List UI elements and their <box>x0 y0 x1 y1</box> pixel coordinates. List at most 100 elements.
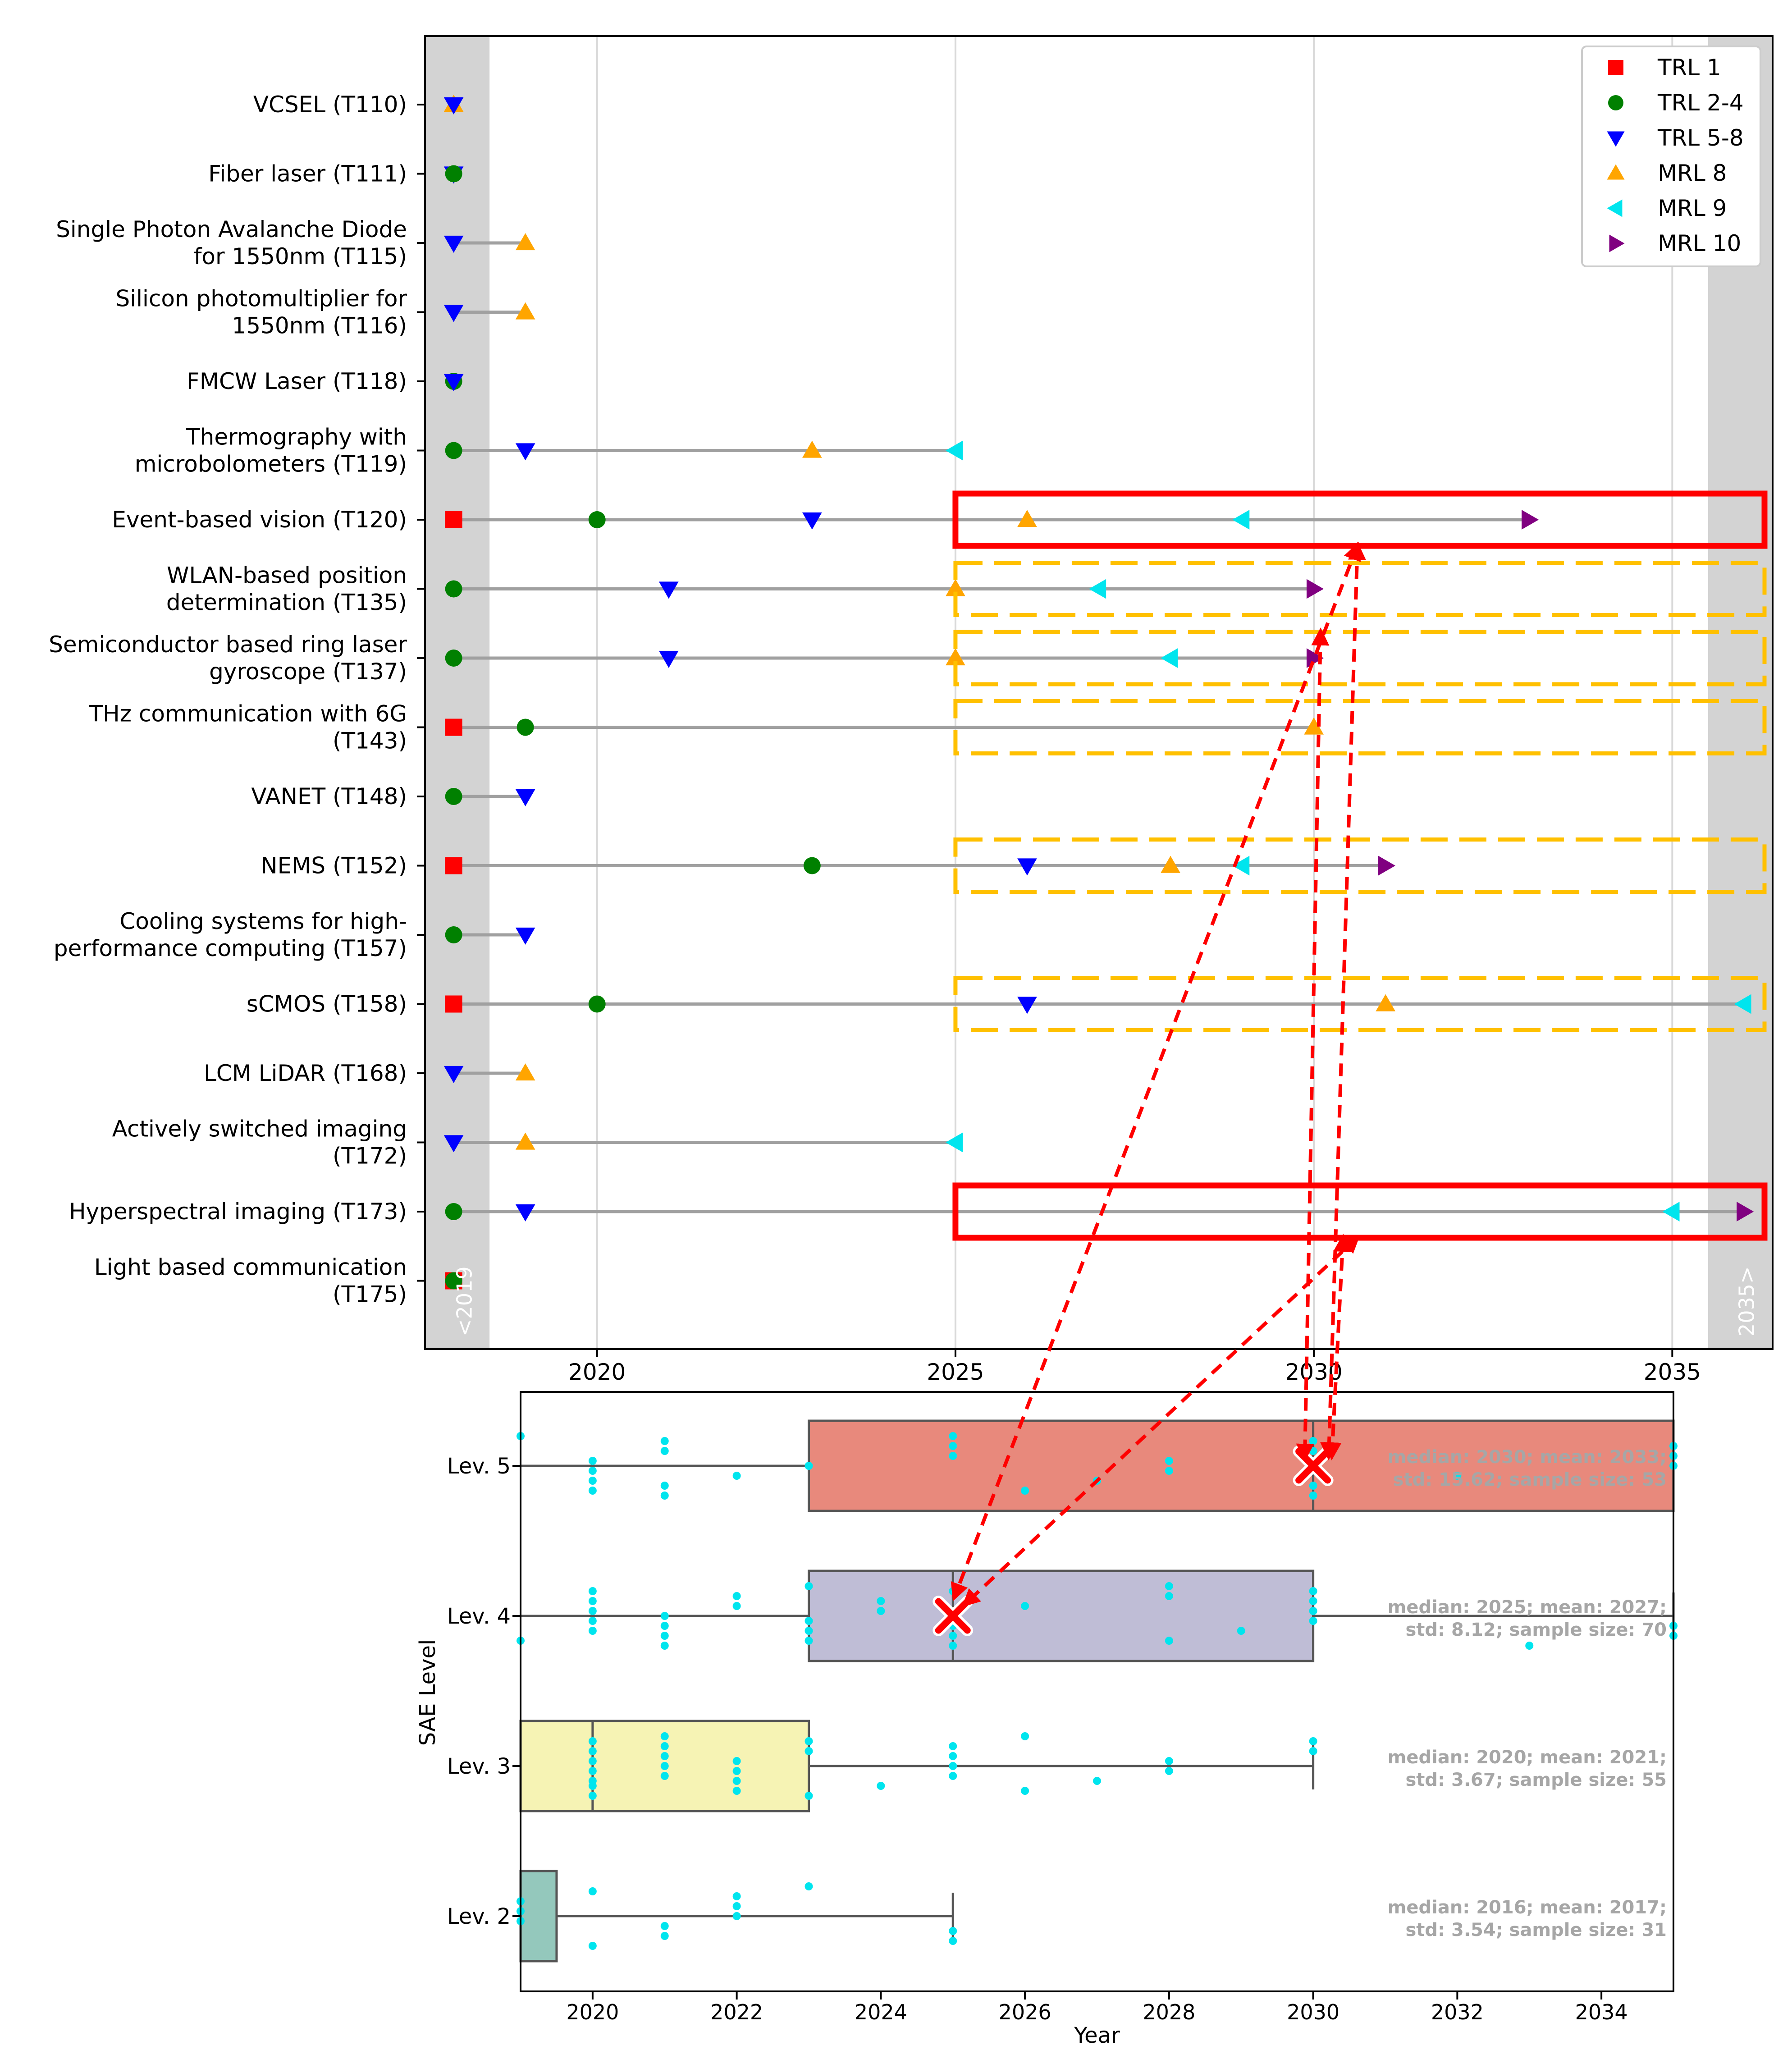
data-point <box>949 1432 957 1440</box>
data-point <box>588 1617 597 1625</box>
data-point <box>1093 1777 1101 1785</box>
x-tick-label: 2030 <box>1287 2000 1339 2024</box>
data-point <box>660 1642 669 1650</box>
data-point <box>949 1442 957 1450</box>
connector-arrow <box>1296 627 1330 1462</box>
tech-label: Semiconductor based ring laser gyroscope … <box>49 631 407 685</box>
roadmap-marker-trl24 <box>445 1272 462 1290</box>
tech-label: WLAN-based position determination (T135) <box>166 563 407 616</box>
level-label: Lev. 4 <box>447 1604 511 1629</box>
data-point <box>1309 1437 1317 1445</box>
data-point <box>949 1927 957 1935</box>
x-tick-label: 2032 <box>1431 2000 1484 2024</box>
data-point <box>660 1632 669 1640</box>
tech-label: Thermography with microbolometers (T119) <box>135 424 407 477</box>
data-point <box>1021 1732 1029 1740</box>
legend-marker-mrl8 <box>1607 164 1625 180</box>
data-point <box>588 1747 597 1755</box>
data-point <box>805 1792 813 1800</box>
data-point <box>1309 1587 1317 1595</box>
legend: TRL 1 TRL 2-4 TRL 5-8 MRL 8 MRL 9 MRL 10 <box>1581 46 1761 267</box>
data-point <box>1309 1617 1317 1625</box>
box-annotation: std: 3.54; sample size: 31 <box>1406 1920 1667 1940</box>
data-point <box>732 1892 741 1900</box>
data-point <box>660 1762 669 1770</box>
roadmap-marker-trl58 <box>515 789 535 806</box>
tech-label: VCSEL (T110) <box>253 92 407 118</box>
data-point <box>805 1617 813 1625</box>
roadmap-marker-mrl8 <box>515 1063 535 1081</box>
data-point <box>588 1627 597 1635</box>
tech-label: Cooling systems for high-performance com… <box>54 908 407 961</box>
data-point <box>660 1482 669 1490</box>
legend-marker-mrl9 <box>1607 199 1623 217</box>
roadmap-marker-mrl8 <box>1376 994 1396 1011</box>
legend-label: TRL 5-8 <box>1657 125 1744 151</box>
box-annotation: std: 3.67; sample size: 55 <box>1406 1770 1667 1790</box>
roadmap-marker-trl1 <box>445 718 462 736</box>
x-tick-label: 2025 <box>927 1359 984 1385</box>
data-point <box>1021 1487 1029 1495</box>
tech-label: sCMOS (T158) <box>247 991 407 1017</box>
data-point <box>588 1587 597 1595</box>
roadmap-marker-trl1 <box>445 995 462 1013</box>
data-point <box>732 1592 741 1600</box>
data-point <box>1453 1472 1462 1480</box>
roadmap-marker-trl58 <box>443 97 464 114</box>
data-point <box>1309 1482 1317 1490</box>
roadmap-marker-trl58 <box>515 443 535 461</box>
shaded-region <box>425 36 490 1349</box>
data-point <box>949 1452 957 1460</box>
data-point <box>588 1597 597 1605</box>
roadmap-marker-trl24 <box>588 511 606 528</box>
data-point <box>1165 1592 1173 1600</box>
data-point <box>660 1492 669 1500</box>
region-label-before: <2019 <box>453 1266 477 1336</box>
tech-label: FMCW Laser (T118) <box>187 368 407 394</box>
legend-label: TRL 1 <box>1657 55 1721 81</box>
data-point <box>1165 1457 1173 1465</box>
roadmap-marker-mrl10 <box>1306 579 1324 599</box>
roadmap-marker-trl58 <box>443 235 464 253</box>
data-point <box>949 1762 957 1770</box>
level-label: Lev. 2 <box>447 1904 511 1929</box>
x-tick-label: 2028 <box>1143 2000 1195 2024</box>
roadmap-marker-mrl9 <box>946 440 963 461</box>
roadmap-marker-trl24 <box>445 580 462 598</box>
data-point <box>660 1437 669 1445</box>
data-point <box>949 1742 957 1750</box>
technology-roadmap-chart: VCSEL (T110) Fiber laser (T111) Single Pho… <box>49 35 1774 1385</box>
box-annotation: median: 2025; mean: 2027; <box>1388 1597 1667 1618</box>
tech-label: Fiber laser (T111) <box>208 161 407 187</box>
box-annotation: std: 15.62; sample size: 53 <box>1393 1469 1667 1490</box>
roadmap-marker-trl1 <box>445 857 462 874</box>
data-point <box>1309 1737 1317 1745</box>
data-point <box>588 1457 597 1465</box>
data-point <box>660 1772 669 1780</box>
data-point <box>877 1597 885 1605</box>
data-point <box>949 1632 957 1640</box>
x-tick-label: 2030 <box>1285 1359 1343 1385</box>
legend-marker-trl24 <box>1608 95 1623 110</box>
roadmap-marker-mrl8 <box>515 233 535 251</box>
roadmap-marker-trl58 <box>443 374 464 391</box>
data-point <box>732 1472 741 1480</box>
roadmap-marker-mrl8 <box>1017 510 1037 527</box>
roadmap-marker-mrl9 <box>1734 994 1751 1014</box>
roadmap-marker-mrl9 <box>1662 1202 1680 1222</box>
roadmap-marker-trl1 <box>445 511 462 528</box>
box-lev2 <box>519 1870 558 1963</box>
roadmap-marker-trl58 <box>443 1066 464 1083</box>
data-point <box>1021 1602 1029 1610</box>
box-annotation: median: 2020; mean: 2021; <box>1388 1747 1667 1768</box>
box-annotation: std: 8.12; sample size: 70 <box>1406 1620 1667 1640</box>
roadmap-marker-trl24 <box>445 788 462 805</box>
data-point <box>588 1757 597 1765</box>
roadmap-marker-trl24 <box>517 718 534 736</box>
data-point <box>877 1782 885 1790</box>
x-axis-label: Year <box>1074 2023 1120 2048</box>
roadmap-marker-mrl9 <box>946 1132 963 1153</box>
roadmap-marker-trl24 <box>445 442 462 459</box>
data-point <box>1165 1767 1173 1775</box>
